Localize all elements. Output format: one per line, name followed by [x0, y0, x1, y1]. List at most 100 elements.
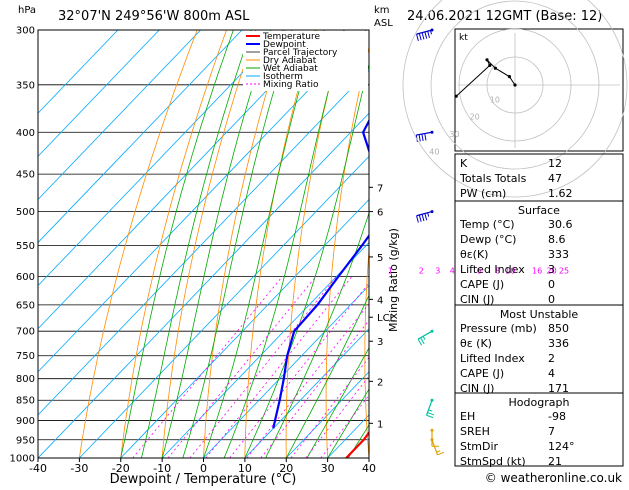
- hodograph-point: [454, 94, 458, 98]
- pressure-tick-label: 600: [16, 272, 35, 283]
- wind-barb: [416, 210, 434, 223]
- mixing-ratio-label: 10: [505, 266, 515, 275]
- wind-barb-halfflag: [428, 409, 433, 412]
- isotherm-line: [38, 30, 160, 157]
- isotherm-line: [38, 30, 201, 200]
- indices-row-label: PW (cm): [460, 187, 506, 200]
- datetime-title: 24.06.2021 12GMT (Base: 12): [407, 9, 602, 24]
- wind-barb: [417, 329, 434, 346]
- x-axis-label: Dewpoint / Temperature (°C): [110, 472, 297, 486]
- wind-barb-station: [430, 28, 434, 32]
- wind-barb-halfflag: [436, 450, 441, 453]
- mixing-ratio-label: 20: [547, 266, 557, 275]
- mixing-ratio-line: [260, 319, 369, 458]
- dry-adiabat-line: [285, 30, 345, 458]
- surface-row-value: 3: [548, 263, 555, 276]
- wind-barb-staff: [417, 330, 433, 340]
- wind-barb-station: [430, 428, 434, 432]
- wind-barb-staff: [416, 211, 433, 217]
- most-unstable-row-value: 4: [548, 367, 555, 380]
- mixing-ratio-label: 4: [450, 266, 455, 275]
- wind-barb-flag: [418, 134, 421, 142]
- wind-barb-flag: [421, 32, 425, 40]
- wind-barb: [430, 438, 445, 456]
- wind-barb-flag: [424, 213, 428, 221]
- mixing-ratio-label: 16: [532, 266, 542, 275]
- most-unstable-row-label: CIN (J): [460, 382, 494, 395]
- isotherm-line: [38, 30, 326, 330]
- hodograph-point: [488, 63, 492, 67]
- mixing-ratio-line: [246, 303, 369, 458]
- surface-title: Surface: [518, 204, 560, 217]
- isotherm-line: [38, 30, 284, 287]
- isotherm-line: [38, 30, 243, 244]
- pressure-tick-label: 650: [16, 300, 35, 311]
- dry-adiabat-line: [244, 30, 315, 458]
- km-tick-label: 2: [377, 377, 383, 388]
- wind-barb-flag: [420, 337, 425, 345]
- x-tick-label: 40: [362, 462, 376, 475]
- isotherm-line: [285, 371, 369, 458]
- wet-adiabat-line: [306, 346, 369, 458]
- mixing-ratio-label: 2: [419, 266, 424, 275]
- pressure-tick-label: 450: [16, 170, 35, 181]
- surface-row-value: 8.6: [548, 233, 566, 246]
- most-unstable-row-value: 2: [548, 352, 555, 365]
- hodograph-point: [493, 66, 497, 70]
- indices-row-value: 47: [548, 172, 562, 185]
- pressure-tick-label: 900: [16, 416, 35, 427]
- hodograph-trace: [455, 59, 516, 97]
- most-unstable-title: Most Unstable: [500, 308, 579, 321]
- most-unstable-row-label: CAPE (J): [460, 367, 504, 380]
- wind-barb-flag: [424, 31, 428, 39]
- dry-adiabat-line: [402, 30, 431, 458]
- hodograph-table-row-label: StmDir: [460, 440, 499, 453]
- pressure-tick-label: 500: [16, 207, 35, 218]
- hodograph-unit-label: kt: [459, 33, 468, 43]
- wet-adiabat-line: [285, 294, 369, 458]
- hodograph-table-title: Hodograph: [509, 396, 570, 409]
- indices-tables: Surface Most Unstable Hodograph K 12 Total…: [454, 153, 624, 468]
- wet-adiabat-line: [203, 30, 317, 458]
- mixing-ratio-label: 3: [435, 266, 440, 275]
- wind-barb-halfflag: [422, 336, 426, 341]
- hodograph-frame: [454, 28, 624, 152]
- hodograph: kt 10 20 30 40: [402, 0, 628, 198]
- wind-barb-station: [430, 329, 434, 333]
- mixing-ratio-line: [132, 276, 283, 458]
- legend-parcel: Parcel Trajectory: [263, 48, 338, 58]
- surface-row-value: 0: [548, 278, 555, 291]
- wind-barb-flag: [417, 338, 423, 346]
- series-line-dewpoint: [272, 118, 369, 429]
- x-tick-label: 0: [200, 462, 207, 475]
- most-unstable-row-value: 336: [548, 337, 569, 350]
- wind-barb-station: [430, 130, 434, 134]
- dry-adiabat-line: [79, 30, 198, 458]
- surface-row-label: CAPE (J): [460, 278, 504, 291]
- x-tick-label: -30: [70, 462, 88, 475]
- wet-adiabat-line: [161, 30, 271, 458]
- wet-adiabat-line: [120, 30, 234, 458]
- mixing-ratio-label: 6: [477, 266, 482, 275]
- isotherm-line: [38, 112, 369, 458]
- wind-barb: [430, 428, 439, 447]
- mixing-ratio-line: [290, 356, 369, 458]
- wind-barb-flag: [421, 133, 424, 142]
- most-unstable-row-value: 171: [548, 382, 569, 395]
- surface-row-label: Temp (°C): [459, 218, 515, 231]
- km-tick-label: 5: [377, 253, 383, 264]
- km-tick-label: 7: [377, 183, 383, 194]
- hpa-unit-label: hPa: [18, 5, 36, 16]
- surface-row-label: Dewp (°C): [460, 233, 516, 246]
- wet-adiabat-line: [327, 388, 369, 458]
- wind-barb-flag: [421, 214, 425, 222]
- hodograph-ring-label: 40: [429, 147, 439, 156]
- x-tick-label: -10: [153, 462, 171, 475]
- mixing-ratio-label: 25: [559, 266, 569, 275]
- location-title: 32°07'N 249°56'W 800m ASL: [58, 9, 250, 24]
- isotherm-line: [244, 328, 369, 458]
- wind-barb-station: [430, 210, 434, 214]
- pressure-tick-label: 350: [16, 80, 35, 91]
- km-tick-label: 3: [377, 337, 383, 348]
